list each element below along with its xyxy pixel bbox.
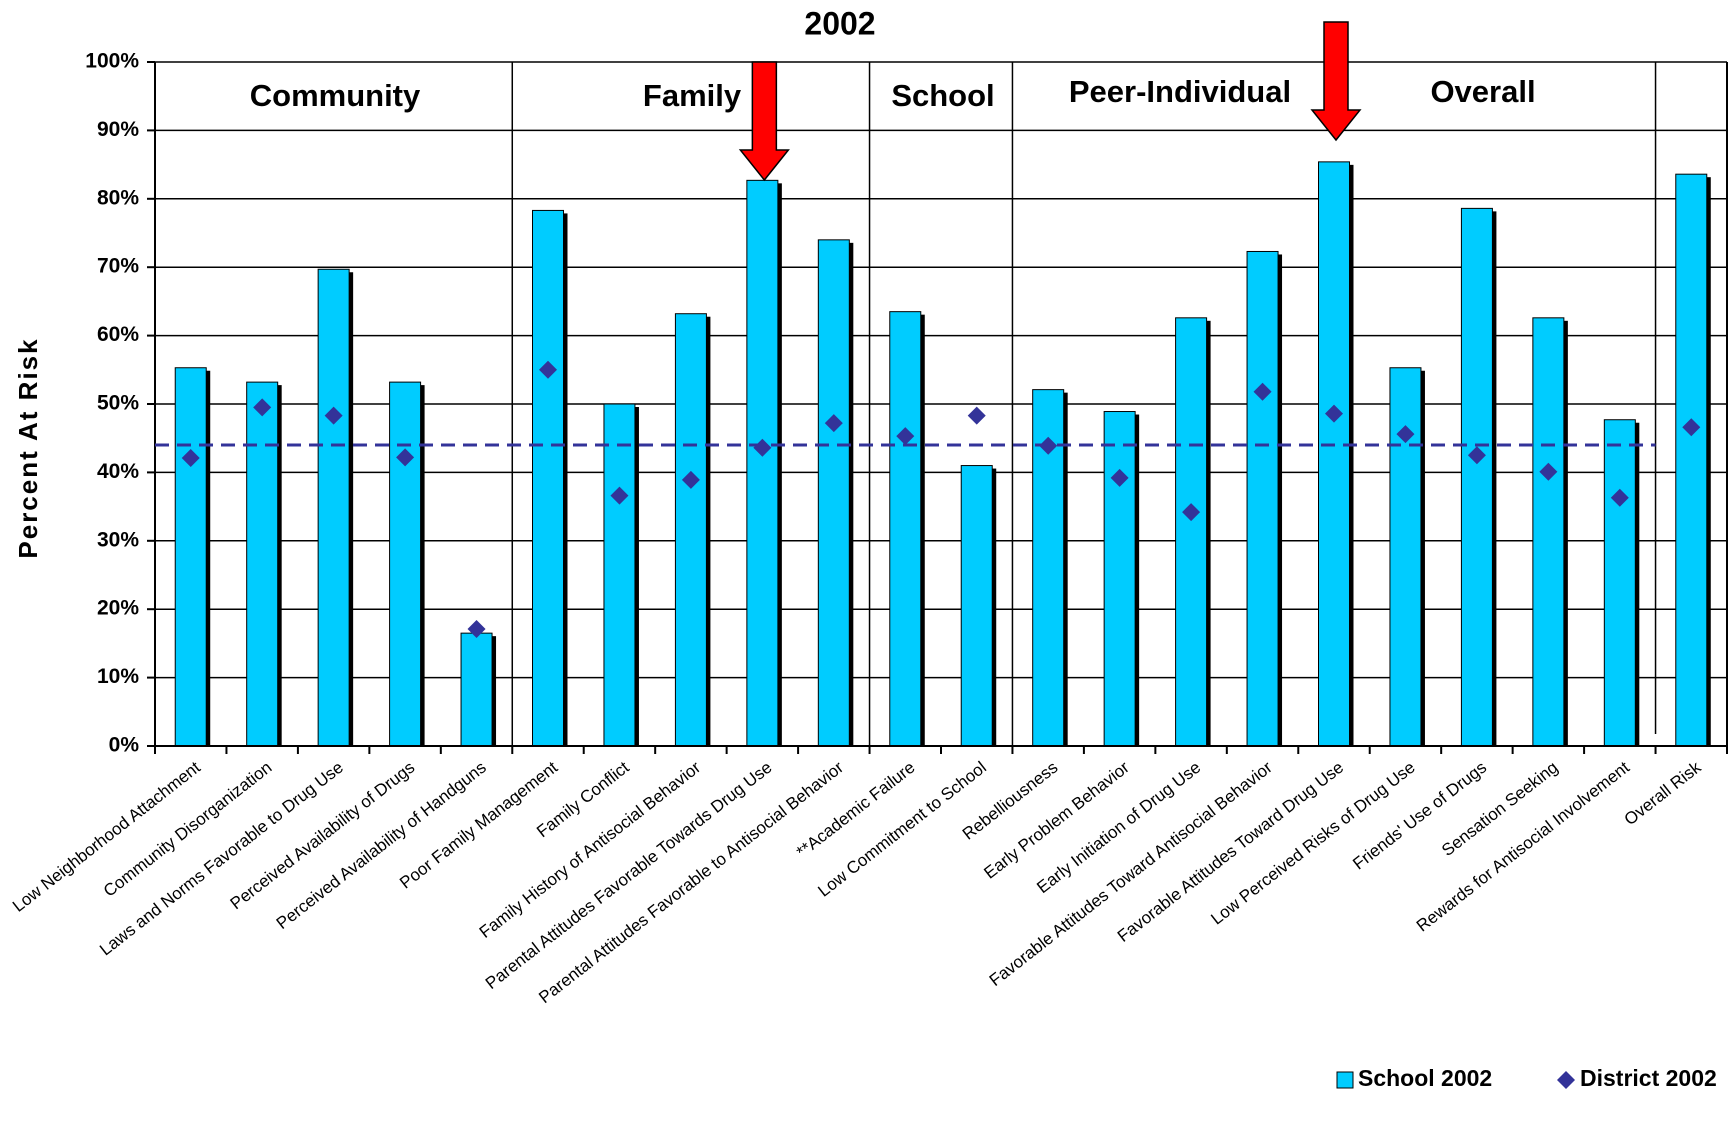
legend-swatch	[1336, 1071, 1354, 1089]
group-label: School	[891, 78, 994, 113]
diamond-marker	[1253, 382, 1272, 401]
x-tick-label: Overall Risk	[1621, 757, 1705, 829]
bar	[317, 268, 350, 747]
y-tick-label: 60%	[97, 323, 139, 346]
bar	[174, 367, 207, 747]
bar	[1175, 317, 1208, 747]
bar	[960, 465, 993, 747]
group-label: Peer-Individual	[1069, 74, 1291, 109]
diamond-marker	[324, 406, 343, 425]
y-tick-label: 70%	[97, 255, 139, 278]
bar	[1603, 419, 1636, 747]
x-tick-label: Sensation Seeking	[1438, 758, 1561, 860]
chart-title: 2002	[804, 5, 875, 41]
y-tick-label: 100%	[85, 50, 139, 73]
bar	[817, 239, 850, 747]
y-tick-label: 30%	[97, 528, 139, 551]
bar	[603, 403, 636, 747]
bar	[246, 381, 279, 747]
diamond-marker	[253, 398, 272, 417]
diamond-marker	[1396, 425, 1415, 444]
bar	[889, 311, 922, 747]
red-arrow	[738, 61, 790, 182]
bar	[460, 632, 493, 747]
bar	[389, 381, 422, 747]
diamond-marker	[1682, 418, 1701, 437]
diamond-marker	[1039, 436, 1058, 455]
y-tick-label: 0%	[109, 734, 140, 757]
diamond-marker	[681, 470, 700, 489]
diamond-marker	[1182, 503, 1201, 522]
bar	[1246, 250, 1279, 747]
diamond-marker	[539, 360, 557, 379]
diamond-marker	[467, 620, 486, 639]
y-axis-label: Percent At Risk	[13, 337, 43, 558]
bar	[1103, 411, 1136, 747]
x-tick-label: Friends' Use of Drugs	[1349, 758, 1490, 874]
diamond-marker	[610, 486, 629, 505]
bar	[1318, 161, 1350, 747]
legend-label: District 2002	[1580, 1065, 1717, 1091]
y-tick-label: 40%	[97, 460, 139, 483]
red-arrow	[1310, 21, 1362, 142]
y-tick-label: 50%	[97, 392, 139, 415]
bar	[532, 209, 564, 747]
group-label: Family	[643, 78, 742, 113]
y-tick-label: 80%	[97, 186, 139, 209]
diamond-marker	[967, 406, 986, 425]
diamond-marker	[824, 414, 843, 433]
bar	[1389, 367, 1422, 747]
y-tick-label: 20%	[97, 597, 139, 620]
group-label: Overall	[1430, 74, 1535, 109]
legend-label: School 2002	[1358, 1065, 1492, 1091]
bar	[1532, 317, 1565, 747]
diamond-marker	[181, 449, 200, 468]
bar	[1675, 173, 1708, 747]
legend-swatch	[1557, 1071, 1575, 1089]
y-tick-label: 90%	[97, 118, 139, 141]
group-label: Community	[250, 78, 421, 113]
diamond-marker	[1610, 488, 1629, 507]
bar	[746, 179, 779, 747]
diamond-marker	[1325, 404, 1343, 423]
diamond-marker	[1539, 462, 1558, 481]
x-tick-label: **Academic Failure	[793, 758, 919, 862]
diamond-marker	[396, 448, 415, 467]
bar	[1460, 207, 1493, 747]
diamond-marker	[753, 438, 772, 457]
diamond-marker	[896, 427, 915, 446]
y-tick-label: 10%	[97, 665, 139, 688]
diamond-marker	[1467, 446, 1486, 465]
diamond-marker	[1110, 468, 1129, 487]
bar	[674, 313, 707, 747]
